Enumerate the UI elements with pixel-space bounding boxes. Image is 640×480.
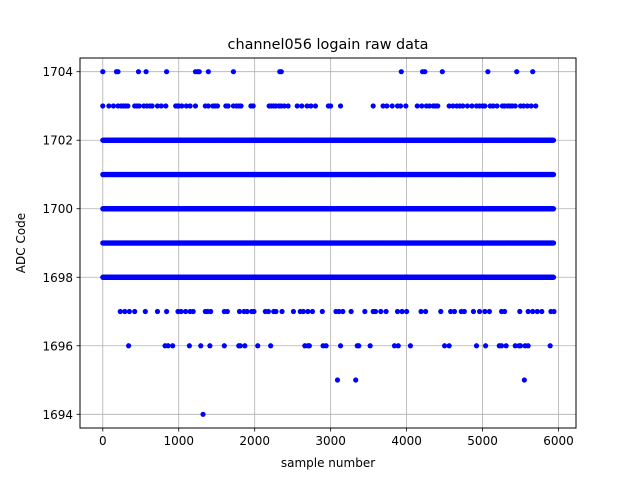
data-point: [367, 343, 373, 349]
data-point: [407, 343, 414, 349]
data-point: [221, 343, 227, 349]
data-point: [237, 343, 243, 349]
data-point: [198, 343, 204, 349]
data-points: [100, 69, 557, 417]
data-point: [395, 343, 401, 349]
data-point: [550, 171, 557, 178]
data-point: [446, 343, 452, 349]
data-point: [498, 343, 505, 349]
data-point: [473, 343, 480, 349]
data-point: [356, 343, 362, 349]
data-point: [186, 343, 192, 349]
data-point: [483, 343, 489, 349]
data-point: [550, 274, 557, 280]
data-point: [550, 137, 557, 143]
data-point: [550, 240, 557, 246]
data-point: [550, 206, 557, 212]
data-point: [126, 343, 132, 349]
data-point: [503, 343, 509, 349]
data-point: [268, 343, 274, 349]
data-point: [337, 343, 344, 349]
data-point: [441, 343, 448, 349]
data-point: [255, 343, 261, 349]
data-point: [306, 343, 312, 349]
data-point: [242, 343, 248, 349]
data-point: [207, 343, 213, 349]
data-point: [165, 343, 171, 349]
data-point: [170, 343, 176, 349]
data-point: [323, 343, 329, 349]
